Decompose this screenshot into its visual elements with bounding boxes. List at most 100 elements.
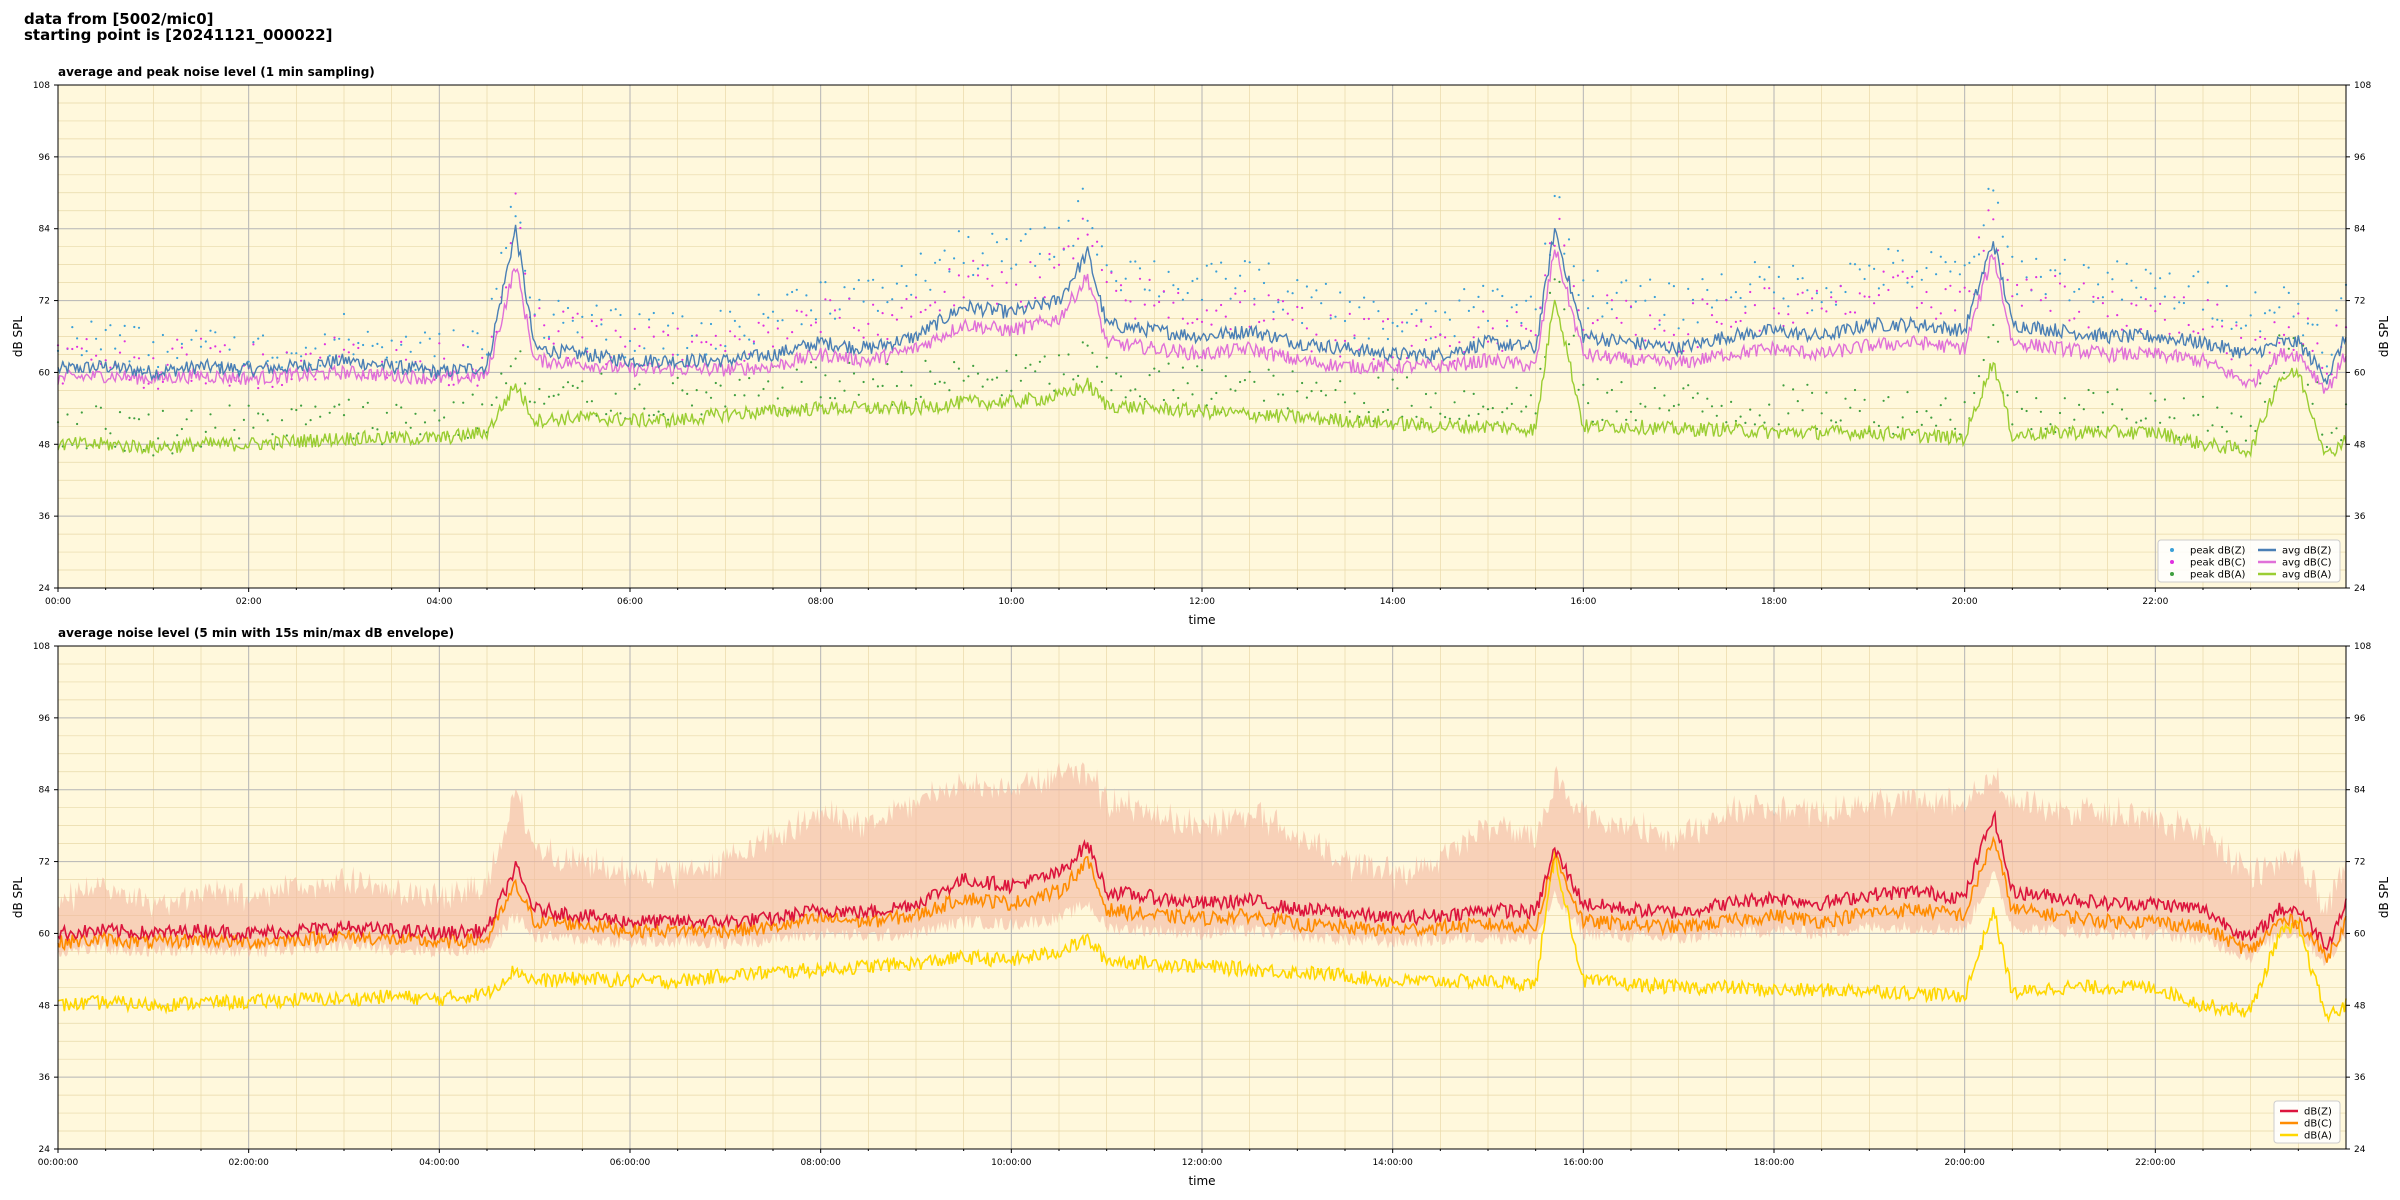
data-point [1315,381,1318,384]
data-point [252,343,255,346]
data-point [671,382,675,385]
data-point [1086,233,1089,236]
data-point [2020,260,2023,263]
data-point [505,246,508,250]
data-point [590,313,594,317]
data-point [1730,296,1733,299]
data-point [686,346,689,350]
data-point [1682,318,1685,321]
data-point [1768,403,1771,406]
data-point [1343,401,1347,404]
data-point [1424,338,1428,342]
data-point [1691,298,1695,301]
data-point [976,274,980,277]
data-point [1710,306,1714,309]
data-point [252,341,255,344]
data-point [1091,227,1094,230]
data-point [1253,380,1256,383]
data-point [352,343,355,346]
data-point [1529,329,1532,332]
data-point [762,387,765,391]
data-point [128,360,131,363]
data-point [2225,430,2228,433]
data-point [895,384,899,388]
data-point [328,354,331,357]
data-point [1143,288,1146,291]
data-point [2120,408,2124,411]
data-point [1029,227,1032,231]
data-point [872,378,875,381]
data-point [1363,401,1366,405]
data-point [1596,269,1599,272]
x-axis-label: time [1188,613,1215,627]
x-tick-label: 20:00 [1952,597,1978,607]
data-point [347,338,350,341]
data-point [619,313,622,317]
data-point [1401,330,1404,333]
data-point [257,387,260,390]
data-point [767,331,770,334]
data-point [1010,389,1013,392]
data-point [652,335,655,338]
data-point [1687,384,1690,387]
data-point [614,392,617,395]
data-point [95,354,98,357]
data-point [767,380,770,383]
data-point [1029,363,1032,366]
data-point [1301,321,1304,325]
data-point [538,298,541,301]
data-point [123,324,126,327]
data-point [1420,320,1423,323]
data-point [2321,366,2324,369]
data-point [357,346,360,350]
data-point [1906,391,1909,394]
data-point [1567,238,1571,241]
y-axis-label: dB SPL [11,877,25,919]
data-point [1782,384,1785,387]
data-point [1434,336,1437,339]
data-point [738,325,741,328]
data-point [1949,418,1952,421]
data-point [1057,354,1061,357]
data-point [1691,396,1695,399]
data-point [2044,293,2047,296]
data-point [867,279,870,282]
data-point [1520,321,1523,325]
data-point [1839,419,1842,422]
data-point [1415,309,1418,312]
data-point [342,312,346,316]
y-tick-label-right: 24 [2354,584,2366,594]
data-point [590,400,594,403]
data-point [2163,295,2166,298]
data-point [2101,296,2104,299]
panel-title: average noise level (5 min with 15s min/… [58,626,454,640]
data-point [1057,226,1061,229]
data-point [1753,304,1756,307]
data-point [643,347,646,350]
data-point [557,393,560,396]
data-point [1806,383,1809,386]
data-point [709,343,713,346]
legend-label: dB(Z) [2304,1107,2332,1118]
data-point [1496,288,1499,291]
data-point [1911,433,1914,436]
data-point [1577,388,1580,391]
data-point [1677,327,1680,330]
data-point [1892,432,1895,435]
data-point [1358,306,1361,309]
data-point [1825,391,1828,394]
data-point [1453,335,1456,338]
data-point [347,351,350,354]
data-point [443,357,446,360]
data-point [1954,427,1957,430]
data-point [2325,372,2328,375]
data-point [1882,399,1885,402]
data-point [1620,281,1623,284]
data-point [99,348,102,351]
data-point [2221,425,2224,429]
data-point [1077,237,1080,240]
data-point [1544,274,1547,277]
data-point [995,376,999,379]
data-point [1877,287,1880,290]
data-point [1458,417,1461,420]
